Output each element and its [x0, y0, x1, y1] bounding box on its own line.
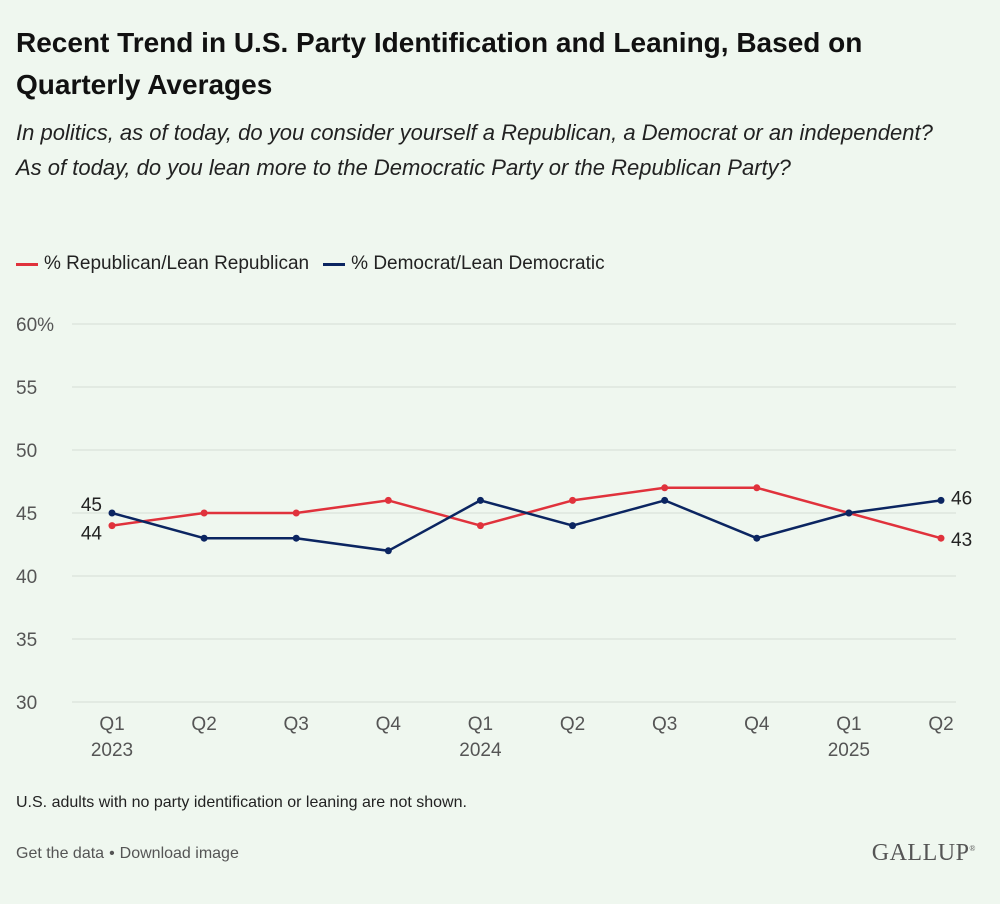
x-year-label-4: 2024: [459, 740, 502, 761]
point-republican-0: [108, 522, 116, 530]
point-republican-4: [476, 522, 484, 530]
footer-links: Get the data • Download image: [16, 845, 239, 863]
x-tick-label-1: Q2: [191, 714, 216, 735]
legend-swatch-republican: [16, 262, 38, 266]
y-tick-label-60: 60%: [16, 315, 54, 336]
legend-item-republican: % Republican/Lean Republican: [16, 253, 309, 275]
x-tick-label-4: Q1: [468, 714, 493, 735]
point-republican-6: [661, 484, 669, 492]
y-tick-label-30: 30: [16, 693, 37, 714]
download-image-link[interactable]: Download image: [119, 845, 239, 862]
y-tick-label-45: 45: [16, 504, 37, 525]
gallup-logo: GALLUP®: [872, 840, 976, 867]
point-democrat-4: [476, 496, 484, 504]
get-data-link[interactable]: Get the data: [16, 845, 105, 862]
data-label-democrat-last: 46: [951, 488, 972, 509]
point-democrat-3: [384, 547, 392, 555]
legend-swatch-democrat: [323, 262, 346, 266]
chart-title: Recent Trend in U.S. Party Identificatio…: [16, 27, 863, 100]
x-tick-label-6: Q3: [652, 714, 677, 735]
point-republican-7: [753, 484, 761, 492]
chart-legend: % Republican/Lean Republican % Democrat/…: [16, 253, 619, 275]
footer-separator: •: [109, 845, 115, 862]
point-democrat-6: [661, 496, 669, 504]
point-democrat-2: [292, 534, 300, 542]
point-democrat-7: [753, 534, 761, 542]
point-republican-2: [292, 509, 300, 517]
x-tick-label-2: Q3: [284, 714, 309, 735]
y-tick-label-50: 50: [16, 441, 37, 462]
x-tick-label-9: Q2: [928, 714, 953, 735]
legend-item-democrat: % Democrat/Lean Democratic: [323, 253, 605, 275]
chart-subtitle: In politics, as of today, do you conside…: [16, 115, 976, 185]
point-democrat-9: [937, 496, 945, 504]
line-chart: 30 35 40 45 50 55 60% Q1 2023 Q2 Q3 Q4 Q1 2024 Q2 Q3 Q4 Q…: [16, 315, 972, 761]
x-tick-label-0: Q1: [99, 714, 124, 735]
point-democrat-1: [200, 534, 208, 542]
y-tick-label-35: 35: [16, 630, 37, 651]
x-year-label-0: 2023: [91, 740, 133, 761]
y-tick-label-55: 55: [16, 378, 37, 399]
point-democrat-0: [108, 509, 116, 517]
point-republican-9: [937, 534, 945, 542]
point-republican-1: [200, 509, 208, 517]
chart-footnote: U.S. adults with no party identification…: [16, 794, 467, 811]
x-tick-label-5: Q2: [560, 714, 585, 735]
point-republican-5: [569, 496, 577, 504]
data-label-democrat-first: 45: [81, 495, 102, 516]
data-label-republican-last: 43: [951, 530, 972, 551]
x-tick-label-3: Q4: [376, 714, 402, 735]
data-label-republican-first: 44: [81, 524, 103, 545]
subtitle-question-2: As of today, do you lean more to the Dem…: [16, 155, 791, 180]
series-line-democrat: [111, 499, 942, 553]
x-tick-label-7: Q4: [744, 714, 770, 735]
point-republican-3: [384, 496, 392, 504]
x-tick-label-8: Q1: [836, 714, 861, 735]
point-democrat-5: [569, 522, 577, 530]
legend-label-democrat: % Democrat/Lean Democratic: [351, 253, 605, 274]
legend-label-republican: % Republican/Lean Republican: [44, 253, 310, 274]
y-tick-label-40: 40: [16, 567, 37, 588]
gallup-logo-mark: ®: [969, 844, 976, 853]
point-democrat-8: [845, 509, 853, 517]
gallup-logo-text: GALLUP: [871, 840, 970, 866]
x-year-label-8: 2025: [828, 740, 870, 761]
subtitle-question-1: In politics, as of today, do you conside…: [16, 120, 933, 145]
